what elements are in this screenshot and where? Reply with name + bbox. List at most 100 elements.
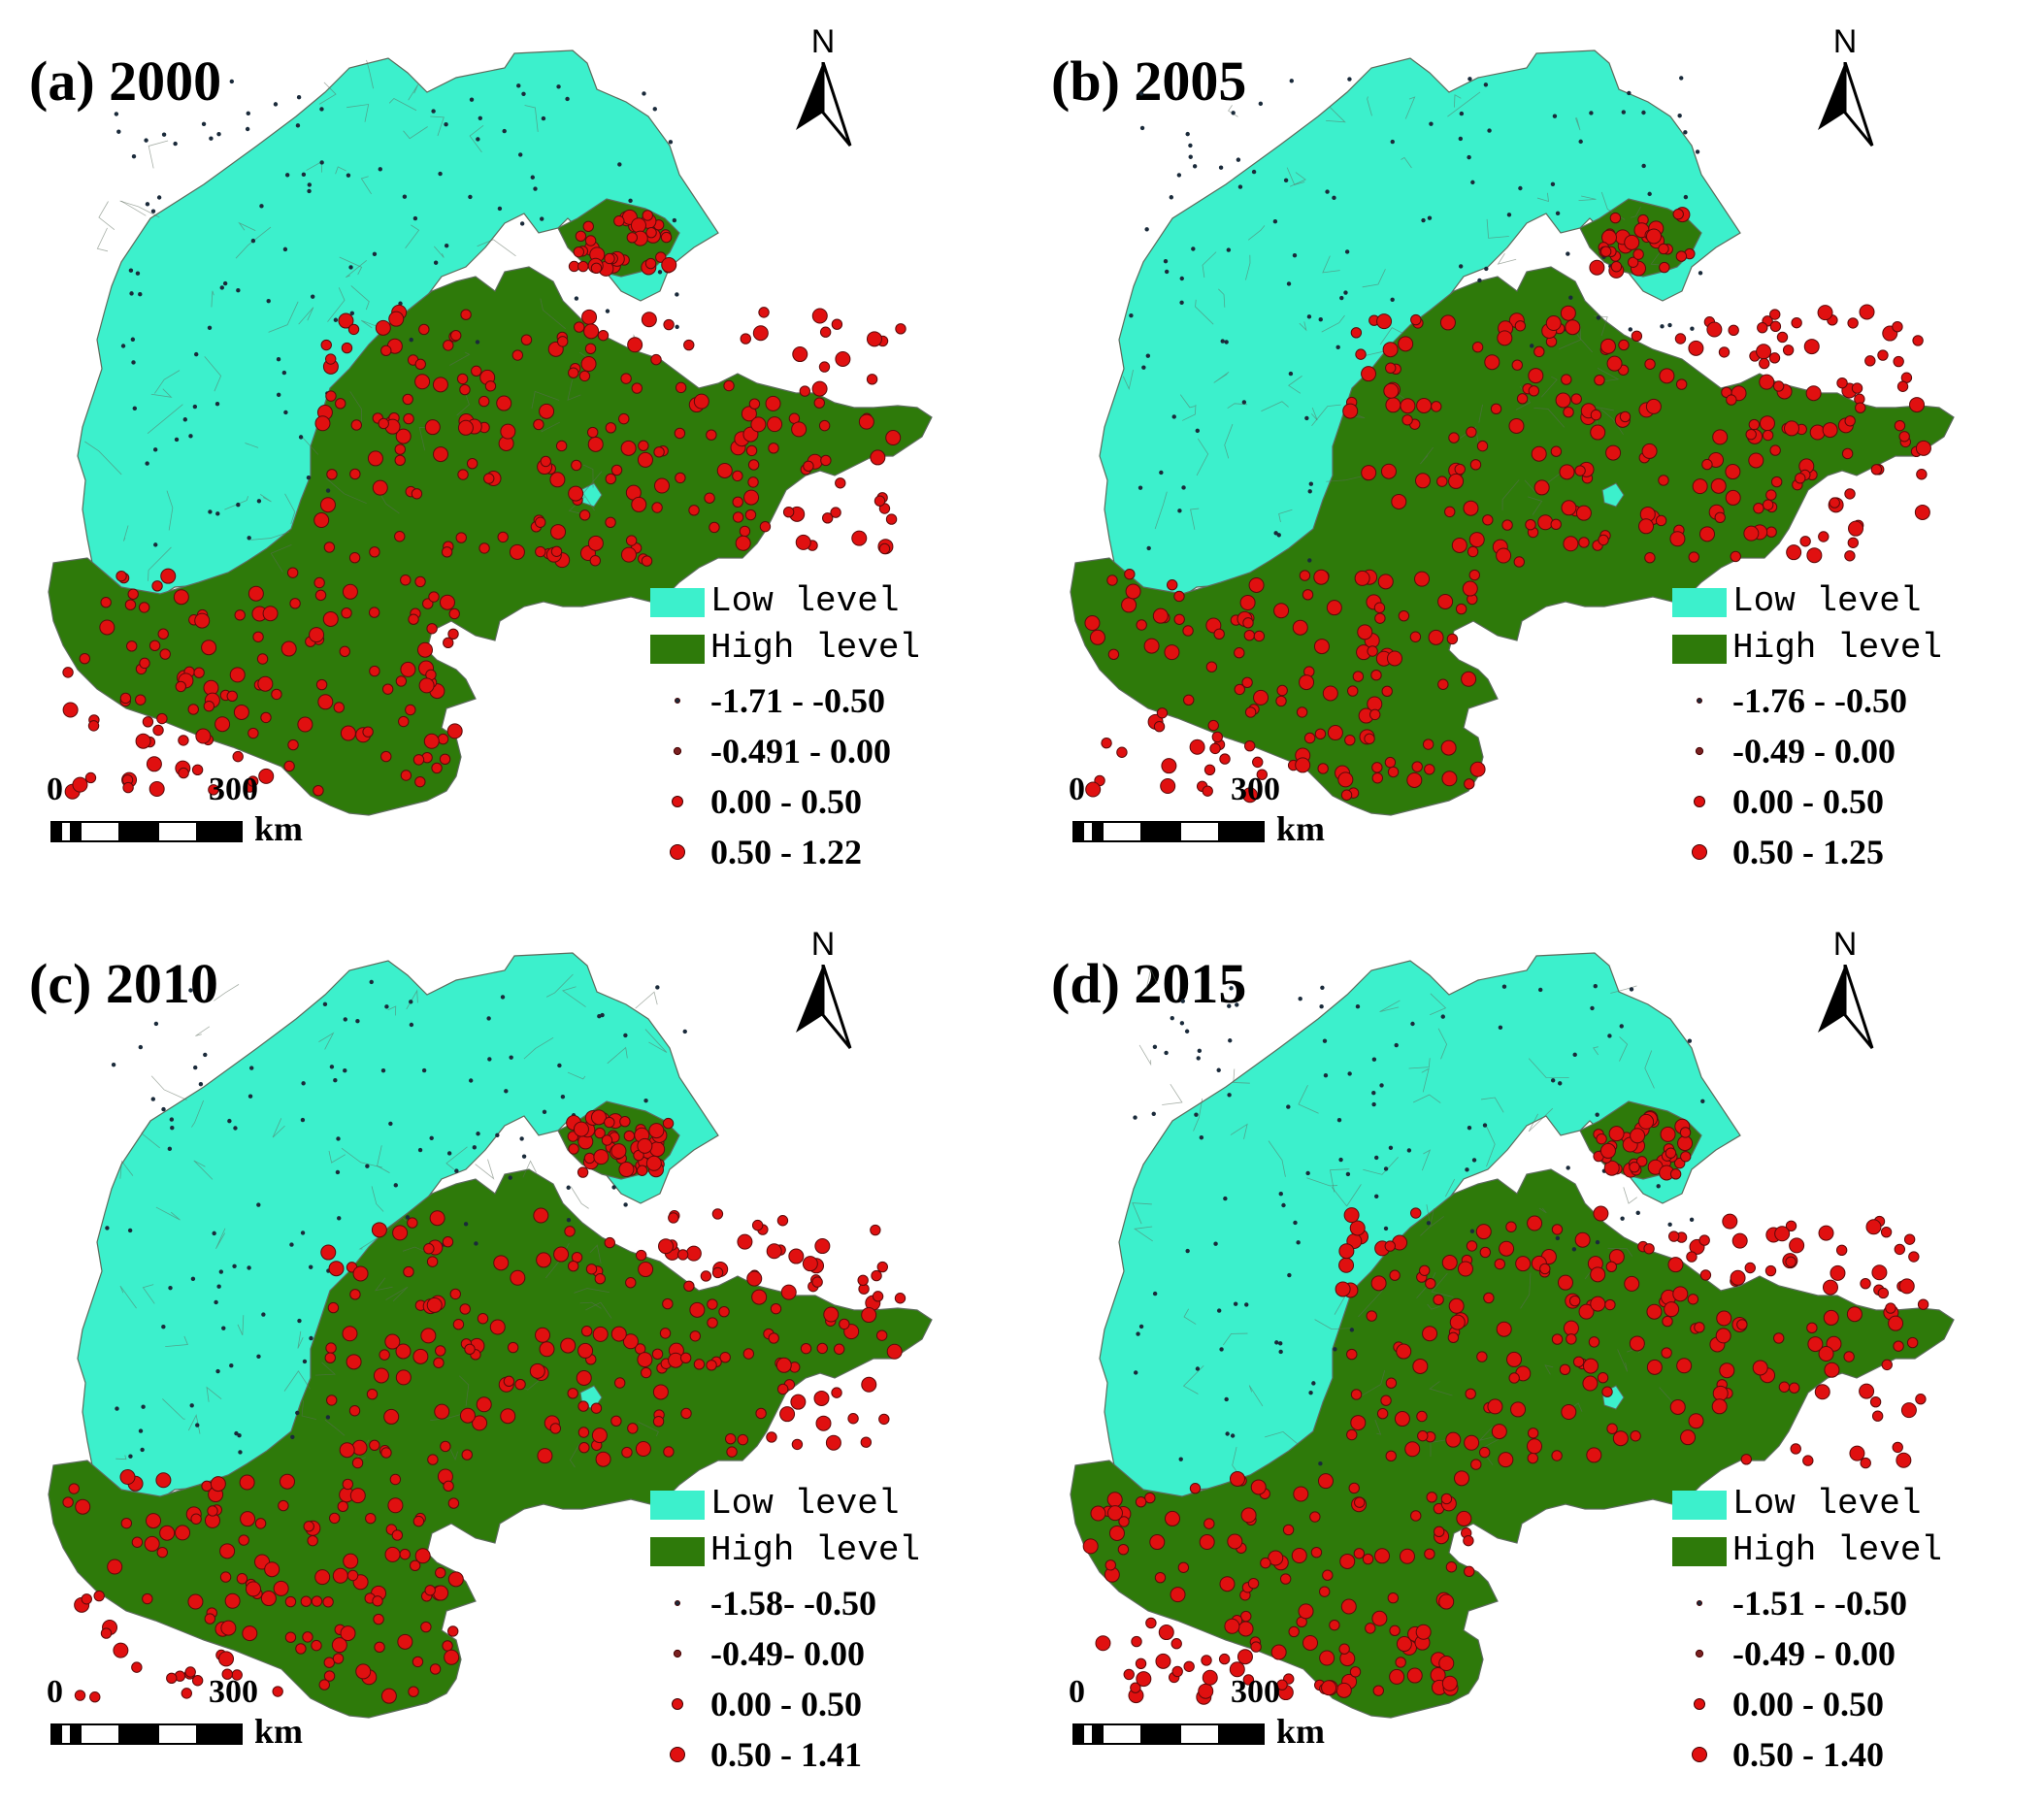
county-point [858,413,874,430]
county-point [207,325,213,330]
county-point [387,1497,404,1514]
county-point [1281,1202,1286,1208]
county-point [226,690,238,702]
county-boundary [150,1075,187,1100]
county-boundary [211,290,214,308]
county-point [653,446,665,458]
county-point [493,1255,510,1271]
county-point [1400,398,1416,414]
scale-segment [157,821,198,842]
county-point [1298,1603,1314,1620]
county-point [429,1663,442,1675]
county-point [553,1246,570,1263]
county-point [1545,315,1562,332]
county-point [1218,165,1224,170]
county-boundary [408,84,419,101]
county-point [1669,531,1686,547]
county-point [384,1333,401,1350]
county-boundary [318,82,337,105]
county-point [446,723,463,739]
county-point [1864,355,1876,367]
county-point [1776,331,1789,344]
county-point [1688,1413,1704,1429]
county-point [1496,547,1512,564]
county-point [127,588,139,600]
county-point [122,781,134,794]
north-arrow-icon [1818,965,1874,1049]
county-point [637,1137,653,1154]
county-point [1348,1482,1360,1494]
scale-zero: 0 [47,1674,63,1710]
county-boundary [324,1419,346,1436]
county-point [1786,544,1802,561]
county-point [1346,1428,1358,1441]
county-point [500,1408,516,1425]
county-point [1454,1470,1470,1487]
county-point [280,640,297,657]
county-point [1318,317,1323,322]
county-point [620,546,637,563]
county-point [1322,685,1338,702]
county-point [704,492,715,504]
county-point [674,427,686,440]
county-point [1814,1384,1830,1400]
scale-unit: km [254,809,304,848]
panel-title: (c) 2010 [29,952,218,1015]
county-point [1419,1264,1431,1276]
county-point [735,535,751,551]
county-boundary [1227,403,1248,410]
county-point [1525,519,1536,531]
county-point [1396,1636,1412,1653]
county-point [459,1303,471,1315]
county-point [1381,685,1393,698]
county-point [412,215,418,221]
county-point [433,260,439,265]
county-point [131,360,136,365]
county-point [1139,125,1145,131]
county-point [1759,415,1775,432]
county-point [800,1342,812,1355]
county-point [340,725,356,741]
county-point [287,738,299,751]
county-boundary [1597,368,1620,382]
county-point [184,1666,196,1678]
county-point [614,1377,626,1389]
county-point [1398,609,1410,622]
county-point [246,111,250,116]
county-boundary [1520,1272,1532,1309]
county-point [1338,1157,1343,1163]
county-point [1676,1358,1693,1374]
county-point [1483,82,1489,87]
county-point [1292,252,1298,258]
county-point [1664,1301,1680,1318]
county-point [707,1298,718,1310]
county-point [1515,1256,1532,1272]
county-point [239,1474,255,1491]
scale-segment [70,1723,82,1745]
county-point [395,428,412,444]
county-boundary [346,260,368,279]
county-boundary [477,239,516,257]
county-point [1233,1301,1238,1306]
county-point [631,496,647,512]
county-point [1338,1643,1350,1655]
county-point [1347,1071,1352,1076]
county-point [159,1525,176,1541]
county-point [369,546,380,558]
county-point [1106,1505,1123,1522]
scale-zero: 0 [47,771,63,807]
county-point [75,1498,91,1515]
county-point [1234,647,1245,659]
county-boundary [1524,473,1561,493]
county-point [1338,1257,1355,1273]
county-point [560,1337,577,1354]
county-point [443,1480,454,1493]
county-point [236,288,241,293]
county-point [1608,1126,1625,1142]
county-boundary [449,1448,458,1461]
county-boundary [1288,376,1302,394]
county-point [581,309,598,325]
county-point [394,443,406,455]
county-boundary [1224,423,1234,459]
county-point [1223,1196,1228,1201]
